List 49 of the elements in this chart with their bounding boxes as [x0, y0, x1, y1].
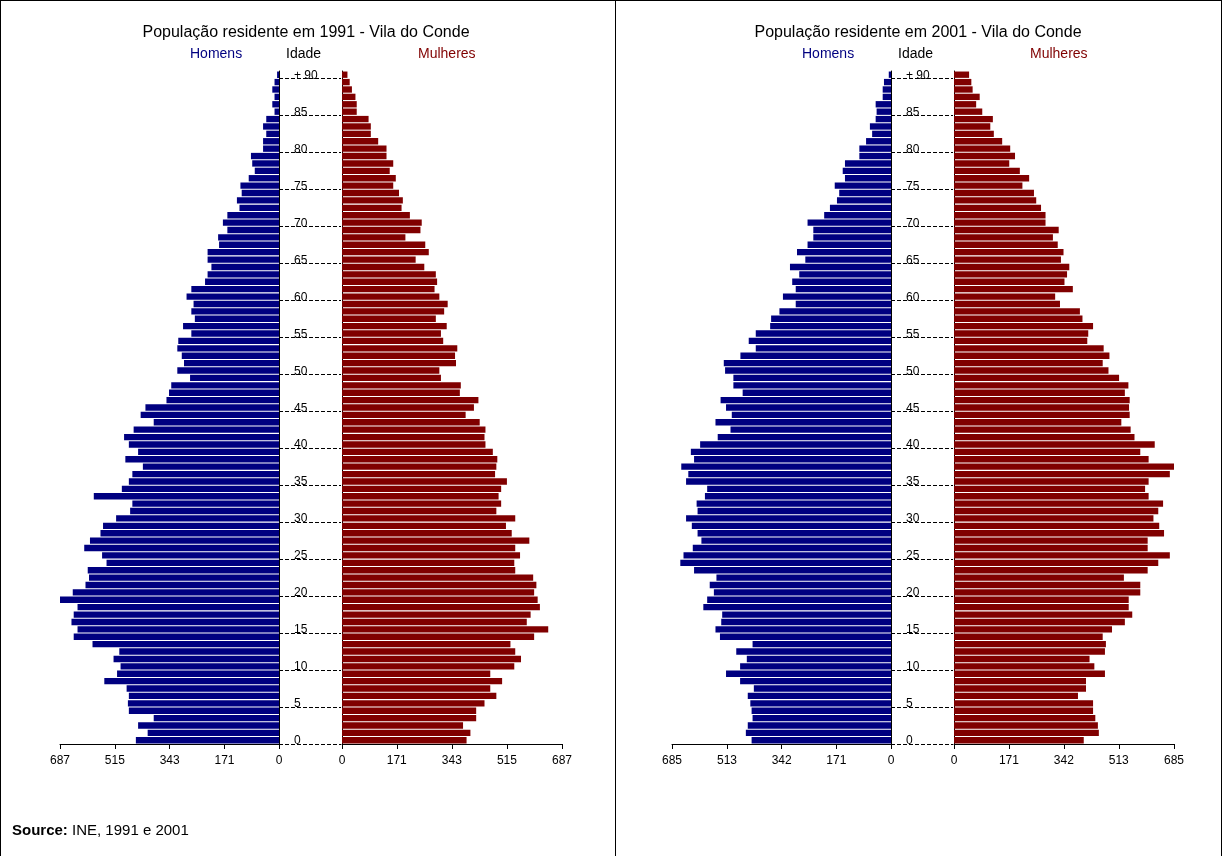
- x-tick-label: 515: [104, 753, 126, 767]
- x-tick-label: 343: [441, 753, 463, 767]
- x-tick-label: 0: [275, 753, 283, 767]
- y-tick-label: + 90: [906, 67, 931, 82]
- x-tick-label: 342: [771, 753, 792, 767]
- y-tick-label: 15: [294, 622, 308, 637]
- x-tick-label: 171: [998, 753, 1020, 767]
- y-tick-label: 5: [906, 696, 913, 711]
- y-tick-label: 40: [906, 437, 920, 452]
- x-tick-label: 513: [716, 753, 738, 767]
- y-tick-label: 40: [294, 437, 308, 452]
- y-tick-label: 25: [906, 548, 920, 563]
- y-tick-label: 25: [294, 548, 308, 563]
- y-tick-label: 0: [294, 733, 301, 748]
- x-tick-label: 0: [887, 753, 895, 767]
- y-tick-label: 10: [294, 659, 308, 674]
- text: Homens: [802, 45, 855, 61]
- source-note: Source: INE, 1991 e 2001: [12, 821, 189, 838]
- x-tick-label: 687: [551, 753, 573, 767]
- x-tick-label: 171: [214, 753, 235, 767]
- y-tick-label: + 90: [294, 67, 319, 82]
- y-tick-label: 35: [906, 474, 920, 489]
- x-tick-label: 171: [826, 753, 847, 767]
- x-tick-label: 515: [496, 753, 518, 767]
- x-tick-label: 0: [338, 753, 346, 767]
- y-tick-label: 5: [294, 696, 301, 711]
- x-tick-label: 343: [159, 753, 180, 767]
- y-tick-label: 10: [906, 659, 920, 674]
- text: Mulheres: [1030, 45, 1088, 61]
- y-tick-label: 0: [906, 733, 913, 748]
- x-tick-label: 342: [1053, 753, 1075, 767]
- x-tick-label: 513: [1108, 753, 1130, 767]
- x-tick-label: 171: [386, 753, 408, 767]
- y-tick-label: 30: [294, 511, 308, 526]
- y-tick-label: 15: [906, 622, 920, 637]
- text: Mulheres: [418, 45, 476, 61]
- x-tick-label: 685: [661, 753, 683, 767]
- x-tick-label: 0: [950, 753, 958, 767]
- y-tick-label: 20: [906, 585, 920, 600]
- y-tick-label: 30: [906, 511, 920, 526]
- chart-title: População residente em 2001 - Vila do Conde: [754, 22, 1082, 40]
- x-tick-label: 687: [49, 753, 71, 767]
- y-axis-title: Idade: [286, 45, 322, 61]
- y-tick-label: 20: [294, 585, 308, 600]
- chart-title: População residente em 1991 - Vila do Conde: [142, 22, 470, 40]
- x-tick-label: 685: [1163, 753, 1185, 767]
- y-tick-label: 35: [294, 474, 308, 489]
- text: Homens: [190, 45, 243, 61]
- y-axis-title: Idade: [898, 45, 934, 61]
